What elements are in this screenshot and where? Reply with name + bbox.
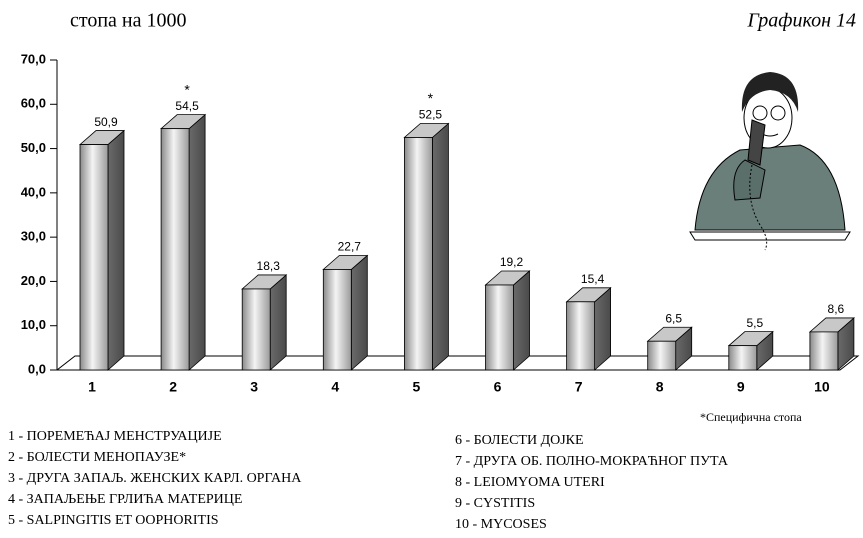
annotation: * [428, 90, 434, 106]
y-tick-label: 20,0 [21, 273, 46, 288]
legend-item: 10 - MYCOSES [455, 517, 547, 532]
value-label: 19,2 [500, 255, 524, 269]
legend-item: 9 - CYSTITIS [455, 496, 535, 511]
bar [565, 286, 612, 371]
bar [808, 317, 855, 371]
legend-item: 2 - БОЛЕСТИ МЕНОПАУЗЕ* [8, 450, 186, 465]
value-label: 50,9 [94, 115, 118, 129]
bar-side [350, 254, 368, 371]
legend-item: 4 - ЗАПАЉЕЊЕ ГРЛИЋА МАТЕРИЦЕ [8, 492, 242, 507]
bar [727, 330, 774, 371]
bar [646, 326, 693, 371]
bar-front [728, 345, 758, 371]
bar-front [403, 137, 433, 371]
value-label: 8,6 [828, 302, 845, 316]
bar [403, 122, 450, 371]
bar-side [188, 113, 206, 371]
x-tick-label: 4 [331, 379, 339, 395]
legend-item: 5 - SALPINGITIS ET OOPHORITIS [8, 513, 219, 528]
y-tick-label: 30,0 [21, 229, 46, 244]
value-label: 18,3 [257, 259, 281, 273]
bar [484, 270, 531, 371]
legend-item: 7 - ДРУГА ОБ. ПОЛНО-МОКРАЋНОГ ПУТА [455, 454, 729, 469]
value-label: 22,7 [338, 240, 362, 254]
x-tick-label: 7 [575, 379, 583, 395]
bar-front [485, 284, 514, 371]
bar [160, 113, 207, 371]
bar-side [107, 129, 125, 371]
bar [322, 254, 369, 371]
legend-item: 6 - БОЛЕСТИ ДОЈКЕ [455, 433, 584, 448]
x-tick-label: 3 [250, 379, 258, 395]
value-label: 54,5 [175, 99, 199, 113]
y-tick-label: 0,0 [28, 361, 46, 376]
bar-front [322, 269, 352, 371]
x-tick-label: 6 [494, 379, 502, 395]
bar-front [809, 331, 839, 371]
value-label: 52,5 [419, 108, 443, 122]
bar-front [647, 340, 677, 371]
annotation: * [184, 81, 190, 97]
bar-front [566, 301, 595, 371]
y-tick-label: 60,0 [21, 96, 46, 111]
bar-side [513, 270, 530, 371]
chart-subtitle: Графикон 14 [746, 10, 856, 32]
bar [78, 129, 126, 371]
bar-front [79, 144, 109, 371]
y-tick-label: 40,0 [21, 184, 46, 199]
bar-front [160, 128, 190, 371]
y-tick-label: 50,0 [21, 140, 46, 155]
x-tick-label: 5 [413, 379, 421, 395]
bar-front [241, 288, 271, 371]
y-tick-label: 10,0 [21, 317, 46, 332]
x-tick-label: 10 [814, 379, 830, 395]
x-tick-label: 8 [656, 379, 664, 395]
bar-side [431, 122, 449, 371]
value-label: 6,5 [665, 311, 682, 325]
legend-item: 3 - ДРУГА ЗАПАЉ. ЖЕНСКИХ КАРЛ. ОРГАНА [8, 471, 302, 486]
x-tick-label: 2 [169, 379, 177, 395]
bar-side [269, 274, 287, 371]
x-tick-label: 9 [737, 379, 745, 395]
x-tick-label: 1 [88, 379, 96, 395]
note: *Специфична стопа [700, 410, 802, 424]
clip-art [689, 72, 851, 251]
chart-title: стопа на 1000 [70, 10, 187, 32]
bar [241, 274, 288, 371]
value-label: 15,4 [581, 272, 605, 286]
value-label: 5,5 [746, 316, 763, 330]
legend-item: 1 - ПОРЕМЕЋАЈ МЕНСТРУАЦИЈЕ [8, 429, 222, 444]
legend-item: 8 - LEIOMYOMA UTERI [455, 475, 605, 490]
y-tick-label: 70,0 [21, 51, 46, 66]
